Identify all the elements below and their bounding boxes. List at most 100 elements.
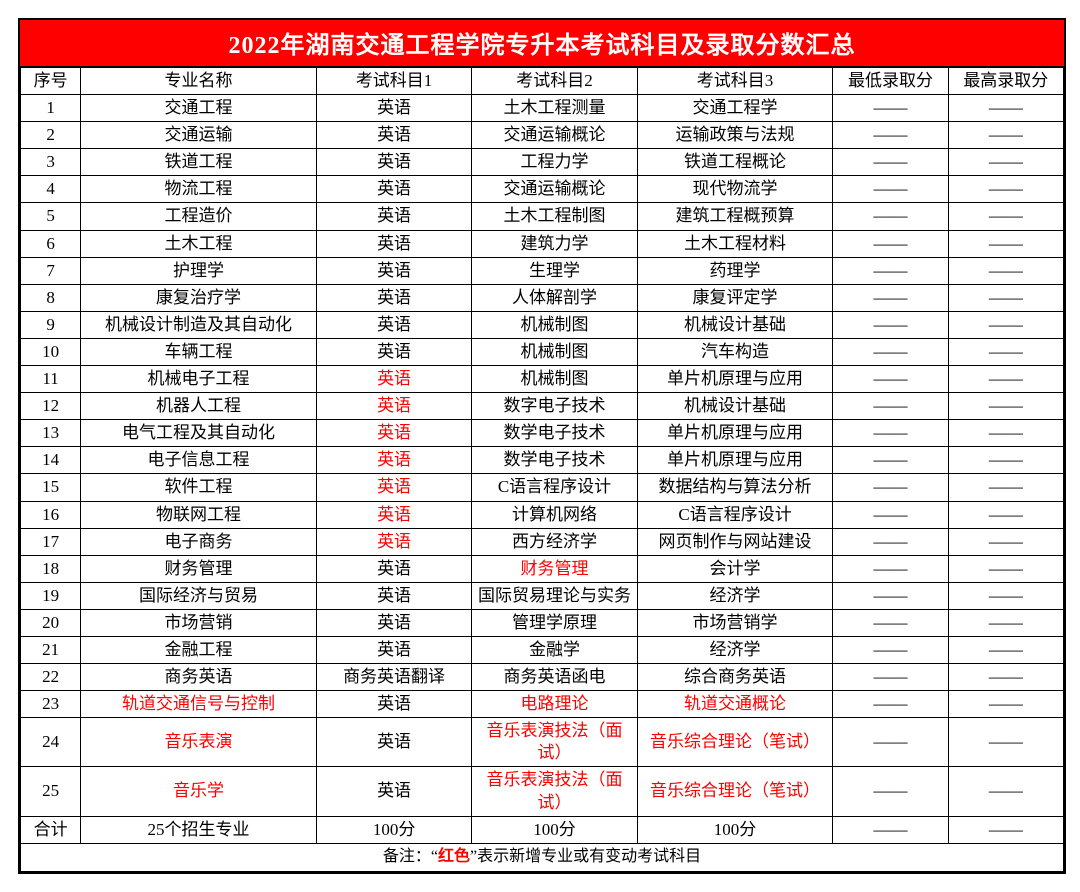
cell-min: —— [833,636,948,663]
cell-subject2: 建筑力学 [472,230,637,257]
table-row: 3铁道工程英语工程力学铁道工程概论———— [21,149,1064,176]
cell-min: —— [833,767,948,816]
cell-subject2: 财务管理 [472,555,637,582]
cell-subject3: 经济学 [637,582,833,609]
note-prefix: 备注：“ [383,848,438,865]
cell-subject1: 英语 [316,582,471,609]
header-row: 序号 专业名称 考试科目1 考试科目2 考试科目3 最低录取分 最高录取分 [21,68,1064,95]
cell-min: —— [833,664,948,691]
cell-name: 物联网工程 [81,501,317,528]
table-row: 23轨道交通信号与控制英语电路理论轨道交通概论———— [21,691,1064,718]
col-max: 最高录取分 [948,68,1063,95]
table-row: 24音乐表演英语音乐表演技法（面试）音乐综合理论（笔试）———— [21,718,1064,767]
col-s3: 考试科目3 [637,68,833,95]
cell-seq: 15 [21,474,81,501]
cell-subject3: 单片机原理与应用 [637,366,833,393]
cell-min: —— [833,203,948,230]
cell-subject2: 交通运输概论 [472,176,637,203]
cell-max: —— [948,582,1063,609]
cell-max: —— [948,257,1063,284]
cell-subject1: 英语 [316,284,471,311]
cell-subject2: 商务英语函电 [472,664,637,691]
cell-subject1: 英语 [316,474,471,501]
cell-subject1: 英语 [316,95,471,122]
cell-min: —— [833,95,948,122]
cell-subject2: 音乐表演技法（面试） [472,767,637,816]
cell-subject3: 铁道工程概论 [637,149,833,176]
cell-min: —— [833,122,948,149]
cell-subject3: 运输政策与法规 [637,122,833,149]
cell-min: —— [833,718,948,767]
cell-subject2: 机械制图 [472,311,637,338]
cell-max: —— [948,203,1063,230]
cell-max: —— [948,474,1063,501]
cell-seq: 19 [21,582,81,609]
cell-min: —— [833,149,948,176]
cell-name: 轨道交通信号与控制 [81,691,317,718]
cell-subject1: 英语 [316,555,471,582]
cell-subject1: 英语 [316,420,471,447]
cell-subject3: 建筑工程概预算 [637,203,833,230]
cell-name: 车辆工程 [81,338,317,365]
cell-name: 市场营销 [81,609,317,636]
cell-subject3: 数据结构与算法分析 [637,474,833,501]
cell-subject2: 西方经济学 [472,528,637,555]
cell-subject3: 音乐综合理论（笔试） [637,767,833,816]
col-s1: 考试科目1 [316,68,471,95]
table-row: 1交通工程英语土木工程测量交通工程学———— [21,95,1064,122]
cell-seq: 2 [21,122,81,149]
cell-subject2: 机械制图 [472,366,637,393]
cell-subject2: 土木工程制图 [472,203,637,230]
cell-subject1: 英语 [316,609,471,636]
cell-name: 康复治疗学 [81,284,317,311]
cell-name: 机器人工程 [81,393,317,420]
cell-name: 物流工程 [81,176,317,203]
cell-max: —— [948,718,1063,767]
cell-seq: 6 [21,230,81,257]
cell-min: —— [833,582,948,609]
cell-subject2: 100分 [472,816,637,843]
cell-subject1: 英语 [316,393,471,420]
cell-seq: 8 [21,284,81,311]
cell-subject1: 英语 [316,691,471,718]
cell-subject1: 英语 [316,203,471,230]
cell-subject1: 英语 [316,501,471,528]
cell-subject3: 轨道交通概论 [637,691,833,718]
cell-seq: 13 [21,420,81,447]
cell-min: —— [833,176,948,203]
table-row: 2交通运输英语交通运输概论运输政策与法规———— [21,122,1064,149]
cell-subject1: 英语 [316,149,471,176]
note-red-text: 红色 [438,848,470,865]
cell-seq: 10 [21,338,81,365]
cell-seq: 3 [21,149,81,176]
cell-seq: 合计 [21,816,81,843]
cell-max: —— [948,311,1063,338]
cell-subject2: 国际贸易理论与实务 [472,582,637,609]
cell-seq: 18 [21,555,81,582]
cell-name: 土木工程 [81,230,317,257]
cell-seq: 1 [21,95,81,122]
table-row: 19国际经济与贸易英语国际贸易理论与实务经济学———— [21,582,1064,609]
cell-subject1: 英语 [316,176,471,203]
cell-name: 交通运输 [81,122,317,149]
cell-subject1: 英语 [316,122,471,149]
cell-subject1: 英语 [316,230,471,257]
cell-subject1: 100分 [316,816,471,843]
cell-name: 25个招生专业 [81,816,317,843]
table-row: 25音乐学英语音乐表演技法（面试）音乐综合理论（笔试）———— [21,767,1064,816]
cell-name: 软件工程 [81,474,317,501]
cell-subject3: 单片机原理与应用 [637,447,833,474]
cell-max: —— [948,122,1063,149]
cell-subject1: 英语 [316,718,471,767]
cell-min: —— [833,230,948,257]
cell-max: —— [948,176,1063,203]
cell-subject3: 药理学 [637,257,833,284]
cell-max: —— [948,528,1063,555]
table-container: 2022年湖南交通工程学院专升本考试科目及录取分数汇总 序号 专业名称 考试科目… [18,18,1066,874]
table-row: 4物流工程英语交通运输概论现代物流学———— [21,176,1064,203]
cell-max: —— [948,447,1063,474]
cell-min: —— [833,501,948,528]
cell-max: —— [948,767,1063,816]
cell-subject2: 计算机网络 [472,501,637,528]
cell-max: —— [948,501,1063,528]
